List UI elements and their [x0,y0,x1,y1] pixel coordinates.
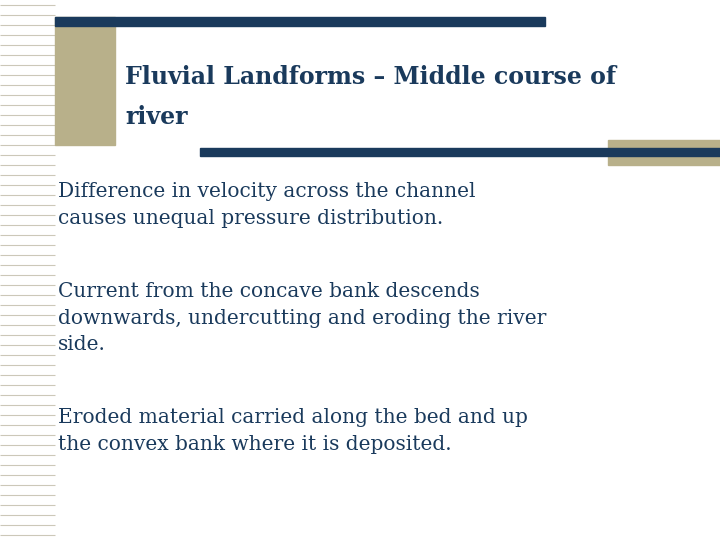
Text: river: river [125,105,187,129]
Text: Fluvial Landforms – Middle course of: Fluvial Landforms – Middle course of [125,65,616,89]
Text: Current from the concave bank descends
downwards, undercutting and eroding the r: Current from the concave bank descends d… [58,282,546,354]
Bar [55,17,545,26]
Text: Difference in velocity across the channel
causes unequal pressure distribution.: Difference in velocity across the channe… [58,182,475,227]
Bar [55,17,115,145]
Text: Eroded material carried along the bed and up
the convex bank where it is deposit: Eroded material carried along the bed an… [58,408,528,454]
Bar [608,140,720,165]
Bar [200,148,720,156]
